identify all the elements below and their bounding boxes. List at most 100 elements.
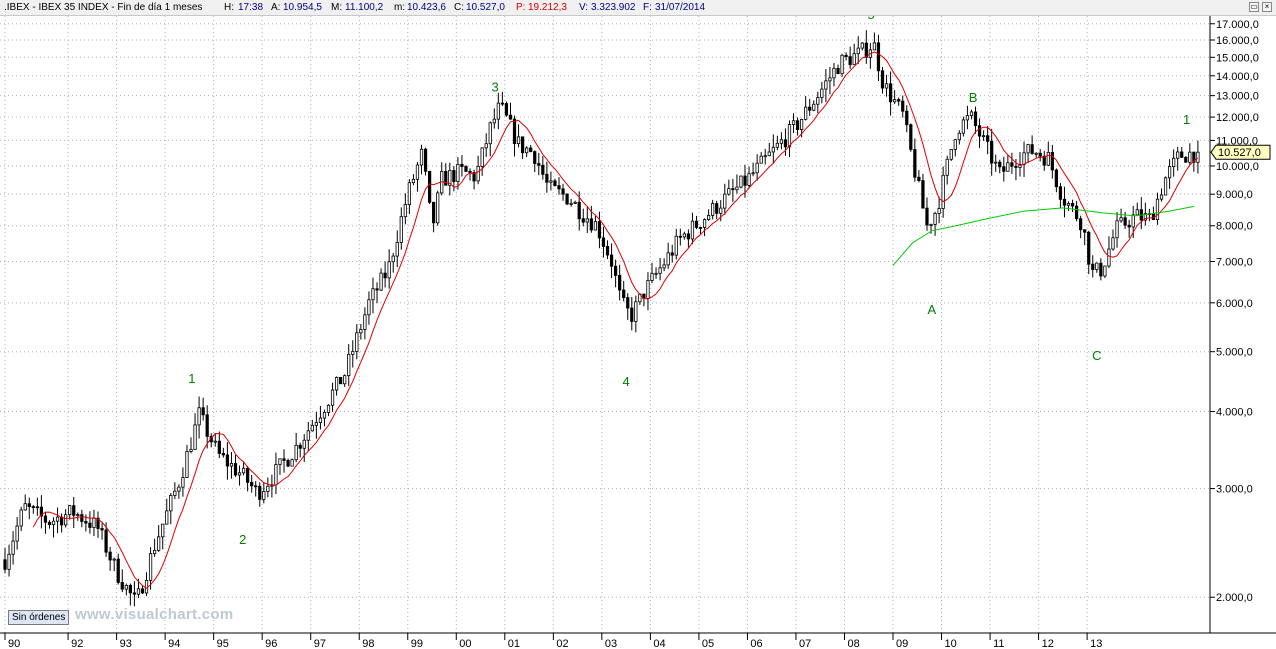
x-tick-label: 05: [702, 638, 714, 649]
candle-body: [860, 42, 864, 49]
f-label: F:: [643, 2, 652, 13]
candle-body: [1184, 156, 1188, 163]
candle-body: [654, 272, 658, 275]
candle-body: [508, 114, 513, 120]
price-chart[interactable]: 12345ABC1 17.000,016.000,015.000,014.000…: [0, 16, 1276, 649]
wave-label: 5: [868, 16, 875, 22]
x-tick-label: 94: [168, 638, 180, 649]
candle-body: [282, 458, 286, 461]
candle-body: [59, 516, 64, 526]
candle-body: [662, 264, 666, 269]
candle-body: [622, 289, 626, 298]
candle-body: [43, 515, 48, 523]
x-tick-label: 92: [71, 638, 83, 649]
candle-body: [64, 514, 68, 526]
candle-body: [711, 203, 715, 216]
candle-body: [969, 111, 974, 117]
candle-body: [355, 332, 359, 352]
candle-body: [411, 178, 416, 184]
candle-body: [525, 147, 529, 154]
close-window-button[interactable]: ×: [1262, 2, 1272, 12]
candle-body: [808, 106, 812, 111]
candle-body: [533, 151, 537, 164]
candle-body: [529, 147, 533, 152]
y-tick-label: 2.000,0: [1216, 592, 1253, 604]
wave-label: A: [927, 302, 936, 317]
candle-body: [541, 164, 545, 175]
candle-body: [225, 454, 230, 467]
candle-body: [876, 42, 881, 72]
candle-body: [795, 120, 800, 130]
candle-body: [274, 464, 278, 486]
x-tick-label: 96: [265, 638, 277, 649]
restore-window-button[interactable]: ▭: [1249, 2, 1259, 12]
wave-label: B: [969, 90, 978, 105]
candle-body: [120, 582, 124, 590]
candle-body: [557, 185, 561, 190]
candle-body: [254, 485, 258, 488]
candle-body: [51, 520, 56, 526]
candle-body: [250, 481, 254, 487]
candle-body: [266, 485, 270, 492]
candle-body: [258, 485, 262, 500]
candle-body: [824, 80, 828, 90]
candle-body: [1066, 203, 1071, 206]
candle-body: [456, 163, 460, 182]
orders-status-badge[interactable]: Sin órdenes: [8, 610, 70, 625]
candle-body: [1159, 194, 1164, 200]
candle-body: [15, 525, 19, 542]
candle-body: [961, 119, 965, 134]
candle-body: [290, 459, 294, 467]
last-price-label: 10.527,0: [1218, 147, 1261, 159]
candle-body: [241, 467, 246, 474]
wave-labels: 1 2 3 4 5 A B C 1: [188, 16, 1190, 547]
time-axis: 90 92 93 94 95 96 97 98 99 00 01 02 03 04 05 06 07 08 09 10…: [4, 633, 1102, 649]
candle-body: [464, 166, 468, 172]
candle-body: [779, 139, 784, 144]
candle-body: [1115, 220, 1119, 239]
candle-body: [1026, 144, 1030, 154]
candle-body: [173, 490, 177, 496]
candle-body: [848, 56, 852, 66]
candle-body: [391, 255, 395, 263]
candle-body: [872, 42, 877, 51]
candle-body: [844, 54, 848, 58]
candle-body: [1054, 169, 1058, 188]
candle-body: [957, 132, 961, 141]
candle-body: [646, 280, 650, 299]
candle-body: [330, 389, 335, 406]
candle-body: [347, 353, 351, 377]
candle-body: [359, 329, 363, 334]
candle-body: [634, 301, 638, 322]
candle-body: [96, 517, 100, 529]
candle-body: [363, 314, 367, 330]
y-tick-label: 12.000,0: [1216, 112, 1259, 124]
x-tick-label: 97: [314, 638, 326, 649]
candle-body: [897, 99, 901, 102]
candle-body: [589, 218, 593, 231]
candle-body: [504, 103, 509, 116]
candle-body: [452, 170, 456, 182]
candle-body: [448, 170, 452, 186]
candle-body: [1107, 248, 1111, 267]
candle-body: [658, 267, 662, 274]
last-price-box: [1210, 144, 1271, 160]
y-tick-label: 10.000,0: [1216, 161, 1259, 173]
candle-body: [553, 180, 557, 187]
candle-body: [1095, 262, 1099, 270]
candle-body: [294, 444, 298, 461]
candle-body: [169, 495, 173, 512]
y-tick-label: 17.000,0: [1216, 19, 1259, 31]
candle-body: [205, 414, 209, 437]
candle-body: [1091, 263, 1095, 270]
candle-body: [763, 155, 767, 158]
candle-body: [618, 275, 622, 291]
candle-body: [19, 509, 23, 527]
candle-body: [1163, 177, 1168, 196]
candle-body: [921, 180, 925, 209]
candle-body: [933, 213, 937, 225]
candle-body: [92, 517, 96, 528]
candle-body: [767, 151, 771, 157]
candle-body: [444, 171, 448, 186]
y-tick-label: 9.000,0: [1216, 189, 1253, 201]
